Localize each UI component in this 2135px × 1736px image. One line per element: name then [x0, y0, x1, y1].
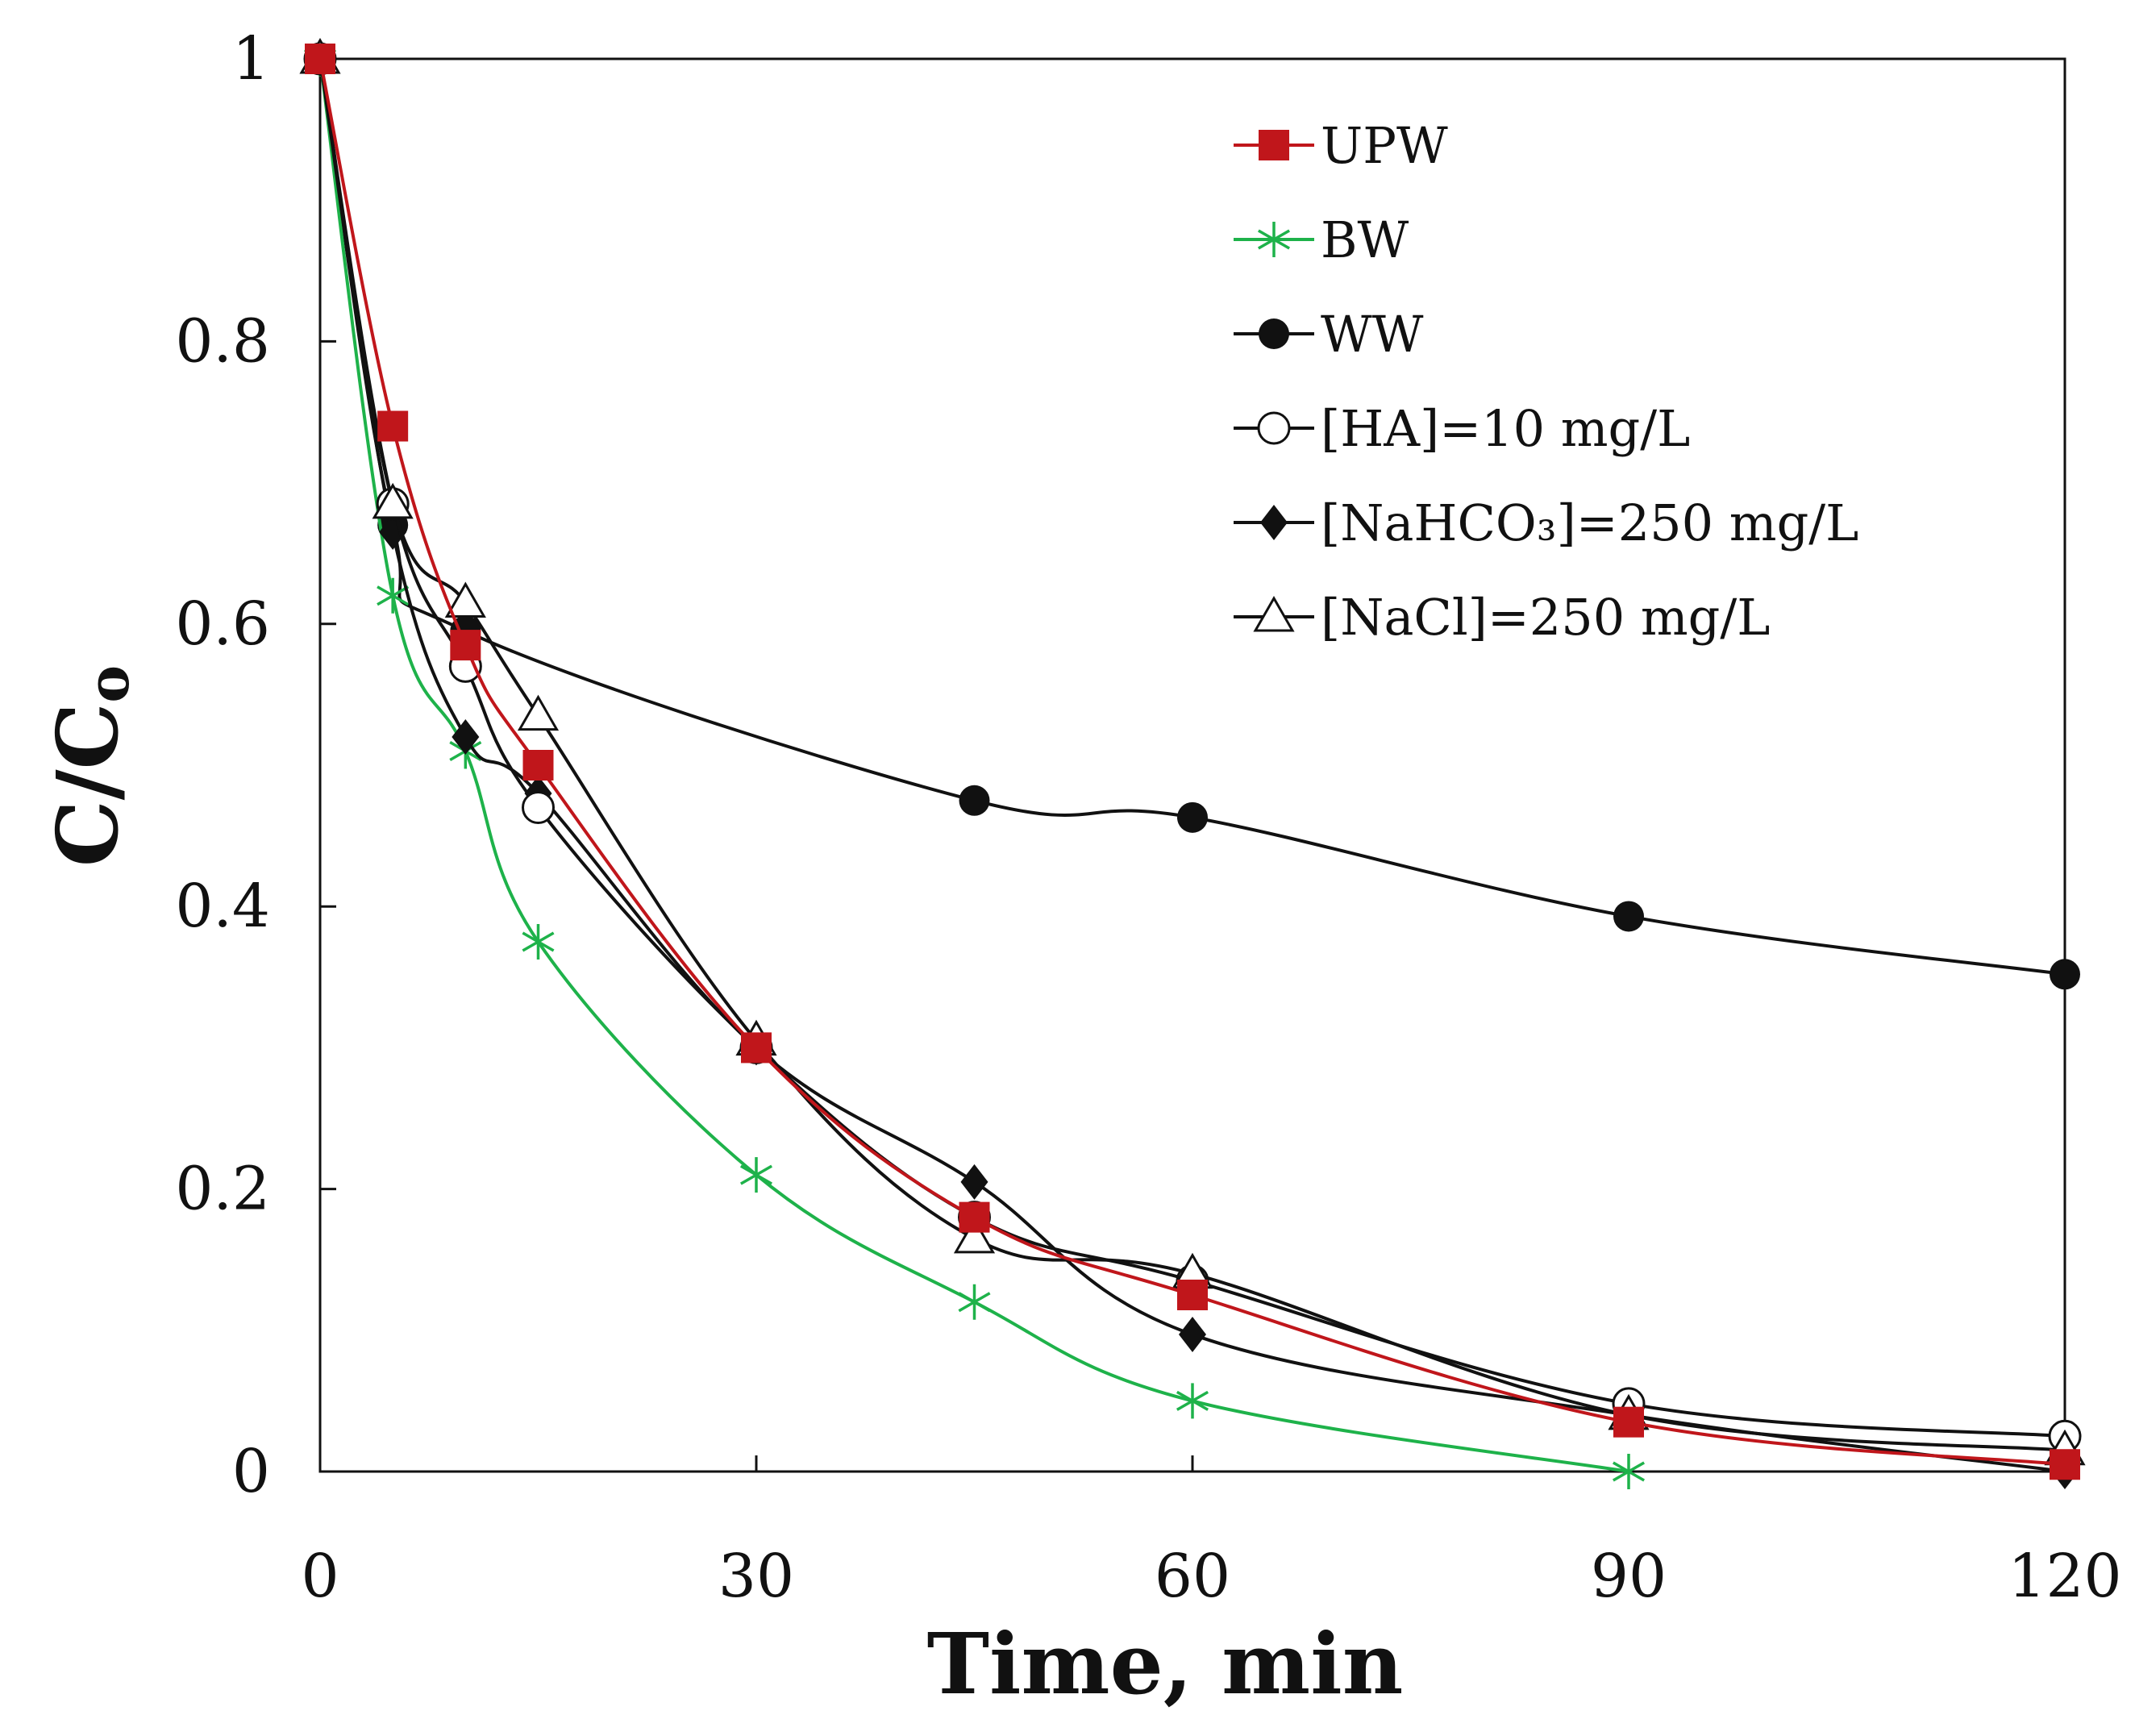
data-point-bw-stroke — [522, 931, 555, 952]
legend-item-nahco3: [NaHCO₃]=250 mg/L — [1234, 493, 1858, 552]
y-tick-label: 0.6 — [175, 589, 270, 659]
y-axis-title: C/Co — [38, 665, 142, 867]
data-point-bw — [739, 1157, 773, 1193]
data-point-nacl — [517, 694, 560, 731]
data-point-bw — [377, 577, 410, 614]
data-point-ww — [1613, 901, 1644, 932]
legend-marker-bw-stroke — [1257, 229, 1291, 250]
legend-item-ha: [HA]=10 mg/L — [1234, 399, 1690, 458]
legend-label-ww: WW — [1321, 305, 1424, 364]
data-point-bw-stroke — [1176, 1390, 1209, 1411]
data-point-ww — [959, 785, 990, 816]
data-point-upw — [2050, 1449, 2080, 1480]
legend-label-nahco3: [NaHCO₃]=250 mg/L — [1321, 493, 1858, 552]
data-point-bw-stroke — [1612, 1461, 1646, 1482]
data-point-upw — [450, 630, 481, 661]
data-point-upw — [959, 1201, 990, 1233]
legend-item-ww: WW — [1234, 305, 1424, 364]
data-point-nahco3 — [452, 718, 480, 755]
x-tick-label: 30 — [718, 1542, 794, 1611]
series-ha — [303, 42, 2082, 1453]
x-axis-title: Time, min — [927, 1614, 1404, 1713]
legend-label-nacl: [NaCl]=250 mg/L — [1321, 588, 1770, 647]
y-axis-title-subscript: o — [75, 665, 142, 703]
data-point-ww — [2050, 959, 2080, 990]
y-axis-title-main: C/C — [38, 703, 137, 868]
legend-item-bw: BW — [1234, 210, 1409, 269]
data-point-nacl — [372, 482, 414, 519]
data-point-bw-stroke — [958, 1292, 991, 1313]
legend-marker-ha — [1257, 411, 1291, 445]
y-tick-label: 0.4 — [175, 872, 270, 941]
legend-marker-nacl — [1253, 595, 1295, 632]
legend-marker-nahco3 — [1260, 505, 1288, 540]
legend-label-ha: [HA]=10 mg/L — [1321, 399, 1690, 458]
legend-label-upw: UPW — [1321, 116, 1448, 175]
data-point-nacl — [444, 581, 486, 618]
x-tick-label: 120 — [2008, 1542, 2121, 1611]
data-point-bw — [522, 924, 555, 960]
data-point-ww — [1177, 801, 1208, 833]
data-point-nahco3 — [960, 1164, 988, 1200]
x-tick-label: 60 — [1155, 1542, 1230, 1611]
y-axis-ticks: 0 0.2 0.4 0.6 0.8 1 — [175, 24, 336, 1506]
y-tick-label: 0.8 — [175, 306, 270, 376]
series-line-nahco3 — [318, 58, 2066, 1473]
data-point-bw-stroke — [739, 1164, 773, 1185]
data-point-upw — [522, 750, 554, 781]
legend-marker-upw — [1259, 130, 1289, 160]
series-layer — [299, 37, 2086, 1489]
series-line-ha — [318, 58, 2066, 1438]
series-upw — [305, 44, 2080, 1480]
data-point-bw — [1176, 1383, 1209, 1419]
data-point-ha — [522, 791, 555, 825]
data-point-upw — [1613, 1406, 1644, 1438]
data-point-upw — [1177, 1280, 1208, 1310]
data-point-upw — [741, 1032, 772, 1064]
data-point-upw — [305, 44, 335, 74]
legend-marker-bw — [1257, 222, 1291, 257]
data-point-bw — [1612, 1454, 1646, 1489]
legend-item-upw: UPW — [1234, 116, 1448, 175]
data-point-nahco3 — [1179, 1317, 1206, 1353]
y-tick-label: 0 — [232, 1437, 270, 1506]
x-axis-ticks: 0 30 60 90 120 — [301, 1455, 2122, 1611]
legend-marker-ww — [1259, 318, 1289, 349]
series-line-bw — [318, 58, 1629, 1473]
legend-item-nacl: [NaCl]=250 mg/L — [1234, 588, 1770, 647]
y-tick-label: 0.2 — [175, 1155, 270, 1224]
x-tick-label: 0 — [301, 1542, 339, 1611]
series-nacl — [299, 37, 2086, 1466]
series-line-upw — [318, 58, 2066, 1467]
legend: UPW BW WW [HA]=10 mg/L [NaHCO₃]=250 mg/L [NaC… — [1234, 116, 1858, 647]
data-point-bw-stroke — [377, 585, 410, 606]
legend-label-bw: BW — [1321, 210, 1409, 269]
x-tick-label: 90 — [1591, 1542, 1667, 1611]
data-point-bw — [958, 1284, 991, 1320]
data-point-upw — [377, 410, 409, 442]
y-tick-label: 1 — [232, 24, 270, 94]
series-line-nacl — [318, 58, 2066, 1452]
data-point-nacl — [953, 1217, 996, 1254]
